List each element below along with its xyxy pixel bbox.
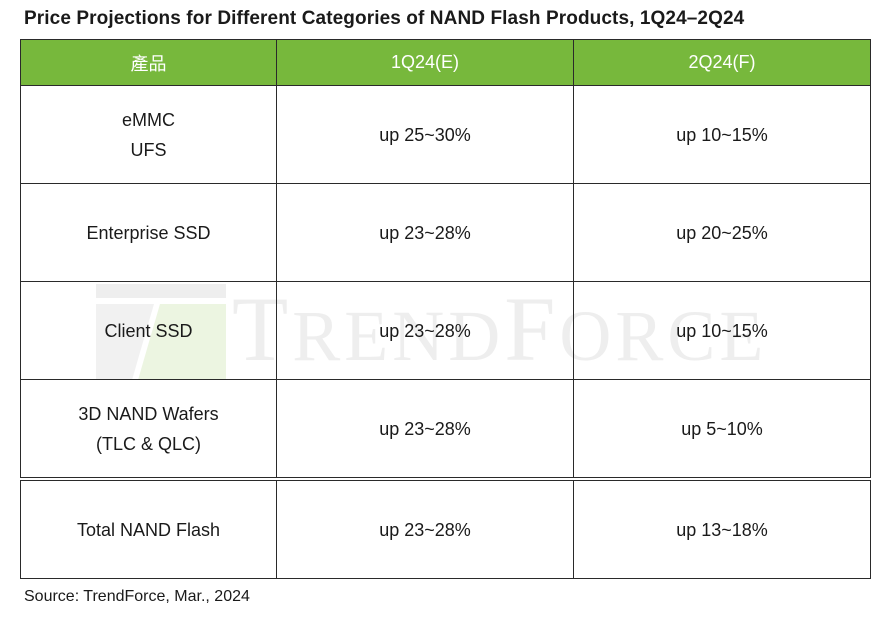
q2-value: up 20~25% xyxy=(573,183,871,282)
product-name: (TLC & QLC) xyxy=(95,433,201,454)
source-note: Source: TrendForce, Mar., 2024 xyxy=(24,588,250,605)
table-row: eMMC UFS up 25~30% up 10~15% xyxy=(20,85,871,184)
price-projection-table: 產品 1Q24(E) 2Q24(F) eMMC UFS up 25~30% up… xyxy=(20,39,871,579)
table-header-row: 產品 1Q24(E) 2Q24(F) xyxy=(20,39,871,86)
product-name: UFS xyxy=(130,139,167,160)
header-1q24: 1Q24(E) xyxy=(276,39,574,86)
product-name: Enterprise SSD xyxy=(86,222,211,243)
q2-value: up 10~15% xyxy=(573,85,871,184)
product-cell: eMMC UFS xyxy=(20,85,277,184)
product-name: eMMC xyxy=(122,109,175,130)
table-row: Client SSD up 23~28% up 10~15% xyxy=(20,281,871,380)
table-row: Enterprise SSD up 23~28% up 20~25% xyxy=(20,183,871,282)
product-cell: 3D NAND Wafers (TLC & QLC) xyxy=(20,379,277,480)
q2-value: up 10~15% xyxy=(573,281,871,380)
header-product: 產品 xyxy=(20,39,277,86)
product-cell: Client SSD xyxy=(20,281,277,380)
q2-value: up 5~10% xyxy=(573,379,871,480)
product-name: Total NAND Flash xyxy=(76,519,221,540)
table-row-total: Total NAND Flash up 23~28% up 13~18% xyxy=(20,477,871,579)
product-name: 3D NAND Wafers xyxy=(78,403,219,424)
product-cell: Enterprise SSD xyxy=(20,183,277,282)
product-name: Client SSD xyxy=(104,320,193,341)
chart-title: Price Projections for Different Categori… xyxy=(24,8,745,29)
q2-value: up 13~18% xyxy=(573,477,871,579)
q1-value: up 23~28% xyxy=(276,183,574,282)
q1-value: up 23~28% xyxy=(276,379,574,480)
q1-value: up 23~28% xyxy=(276,477,574,579)
header-2q24: 2Q24(F) xyxy=(573,39,871,86)
q1-value: up 25~30% xyxy=(276,85,574,184)
q1-value: up 23~28% xyxy=(276,281,574,380)
table-row: 3D NAND Wafers (TLC & QLC) up 23~28% up … xyxy=(20,379,871,480)
product-cell: Total NAND Flash xyxy=(20,477,277,579)
